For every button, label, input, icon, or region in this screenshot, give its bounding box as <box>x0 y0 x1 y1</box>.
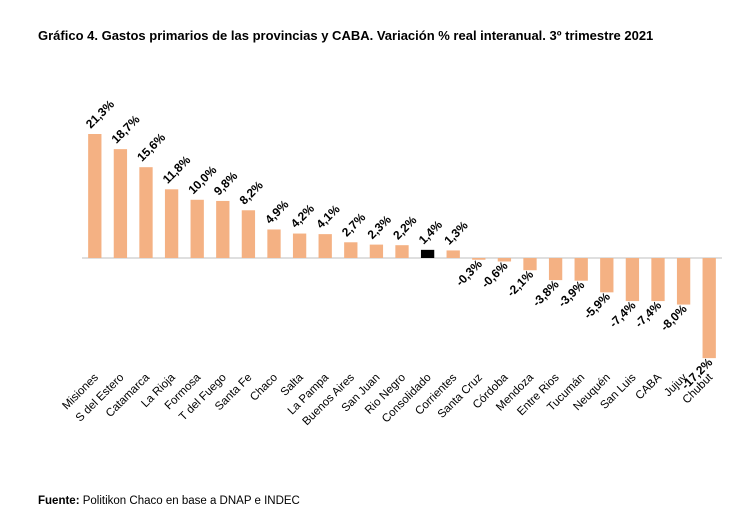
bar <box>497 258 512 262</box>
chart-title: Gráfico 4. Gastos primarios de las provi… <box>38 28 653 43</box>
bar <box>292 233 307 258</box>
value-label: 4,2% <box>288 201 317 230</box>
value-label: -7,4% <box>606 298 638 330</box>
bar <box>676 258 691 305</box>
value-label: -0,6% <box>478 258 510 290</box>
bar <box>420 249 435 258</box>
bar <box>625 258 640 302</box>
value-label: 1,3% <box>441 218 470 247</box>
x-tick-label: Chaco <box>248 372 280 404</box>
bar <box>190 199 204 258</box>
source-label: Fuente: <box>38 495 80 507</box>
value-label: -0,3% <box>453 257 485 289</box>
bar <box>369 244 384 258</box>
bar <box>702 258 716 359</box>
bar <box>241 210 256 258</box>
value-label: -3,9% <box>555 278 587 310</box>
source: Fuente: Politikon Chaco en base a DNAP e… <box>38 495 300 507</box>
bar <box>651 258 665 302</box>
value-label: -5,9% <box>581 289 613 321</box>
bar <box>139 167 153 258</box>
value-label: 1,4% <box>416 217 445 246</box>
value-label: 4,9% <box>262 197 291 226</box>
value-label: 4,1% <box>313 202 342 231</box>
value-label: 2,7% <box>339 210 368 239</box>
value-label: 2,3% <box>365 212 394 241</box>
bar <box>164 189 179 258</box>
bar <box>548 258 563 281</box>
bar <box>446 250 460 258</box>
source-text: Politikon Chaco en base a DNAP e INDEC <box>83 495 300 507</box>
bar <box>600 258 614 293</box>
bar <box>395 245 409 258</box>
value-label: -3,8% <box>530 277 562 309</box>
bar <box>267 229 281 258</box>
bar <box>523 258 537 271</box>
value-label: 18,7% <box>109 112 143 146</box>
value-label: -2,1% <box>504 267 536 299</box>
value-label: -8,0% <box>658 302 690 334</box>
bar <box>318 234 332 258</box>
value-label: 21,3% <box>83 97 117 131</box>
bar <box>113 149 128 258</box>
bar <box>88 134 102 258</box>
value-label: 11,8% <box>160 153 194 187</box>
value-label: 8,2% <box>237 178 266 207</box>
bar <box>216 200 230 258</box>
bar <box>344 242 358 258</box>
x-tick-label: CABA <box>633 371 664 402</box>
bar <box>472 258 486 260</box>
value-label: 15,6% <box>134 130 168 164</box>
bar <box>574 258 588 281</box>
